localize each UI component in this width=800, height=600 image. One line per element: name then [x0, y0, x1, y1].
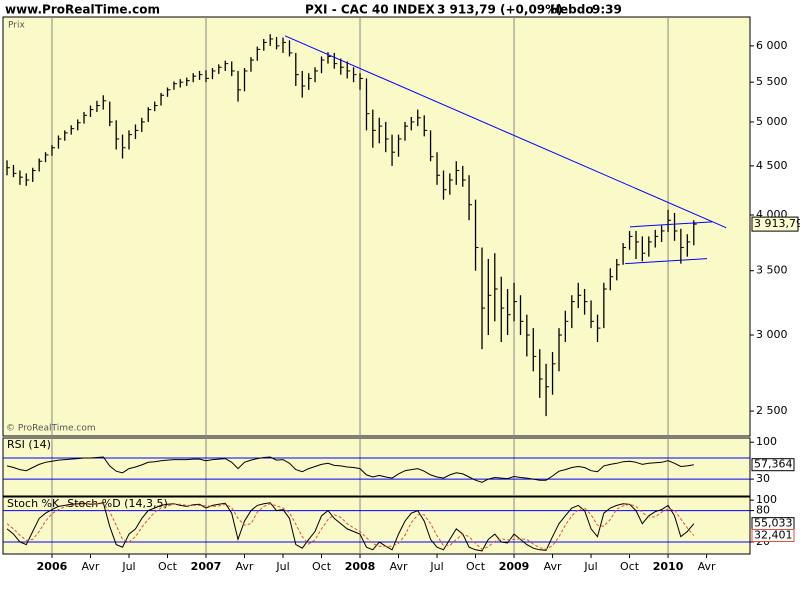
last-value-box: [751, 216, 799, 232]
last-value-label: 32,401: [754, 528, 793, 541]
legend-entry: RSI (14): [7, 438, 51, 451]
trendline: [629, 221, 713, 228]
site-name: www.ProRealTime.com: [5, 3, 160, 17]
y-tick-label: 5 000: [756, 115, 788, 128]
x-tick-label: Oct: [158, 560, 178, 573]
trendline: [625, 258, 708, 265]
instrument: PXI - CAC 40 INDEX: [305, 3, 435, 17]
last-value-box: [751, 458, 795, 472]
y-tick-label: 2 500: [756, 404, 788, 417]
y-tick-label: 4 500: [756, 159, 788, 172]
last-value-label: 57,364: [754, 458, 793, 471]
x-tick-label: 2010: [653, 560, 684, 573]
x-tick-label: Jul: [121, 560, 135, 573]
last-value-label: 3 913,79: [754, 217, 800, 230]
panel: [2, 16, 751, 437]
last-value-label: 55,033: [754, 517, 793, 530]
indicator-line: [6, 503, 695, 550]
x-tick-label: Oct: [466, 560, 486, 573]
x-tick-label: 2008: [345, 560, 376, 573]
y-tick-label: 80: [756, 504, 770, 517]
y-tick-label: 6 000: [756, 39, 788, 52]
y-tick-label: 100: [756, 493, 777, 506]
panel: [2, 437, 751, 497]
x-tick-label: 2006: [37, 560, 68, 573]
y-tick-label: 5 500: [756, 75, 788, 88]
x-tick-label: 2009: [499, 560, 530, 573]
quote: 3 913,79 (+0,09%): [437, 3, 563, 17]
period: Hebdo: [550, 3, 594, 17]
x-tick-label: Avr: [82, 560, 100, 573]
x-tick-label: Avr: [544, 560, 562, 573]
panel-label: Prix: [8, 21, 25, 31]
x-tick-label: Oct: [312, 560, 332, 573]
indicator-line: [6, 502, 695, 552]
trendline: [284, 35, 727, 229]
x-tick-label: Jul: [583, 560, 597, 573]
legend-entry: Stoch %D (14,3,5): [67, 497, 168, 510]
x-tick-label: Avr: [236, 560, 254, 573]
x-tick-label: Jul: [429, 560, 443, 573]
x-tick-label: Oct: [620, 560, 640, 573]
last-value-box: [751, 528, 795, 542]
time: 9:39: [592, 3, 622, 17]
x-tick-label: 2007: [191, 560, 222, 573]
x-tick-label: Avr: [390, 560, 408, 573]
y-tick-label: 30: [756, 472, 770, 485]
x-tick-label: Jul: [275, 560, 289, 573]
y-tick-label: 3 000: [756, 328, 788, 341]
copyright: © ProRealTime.com: [6, 424, 96, 434]
indicator-line: [6, 456, 694, 483]
x-tick-label: Avr: [698, 560, 716, 573]
legend-entry: Stoch %K: [7, 497, 60, 510]
y-tick-label: 100: [756, 435, 777, 448]
y-tick-label: 3 500: [756, 264, 788, 277]
